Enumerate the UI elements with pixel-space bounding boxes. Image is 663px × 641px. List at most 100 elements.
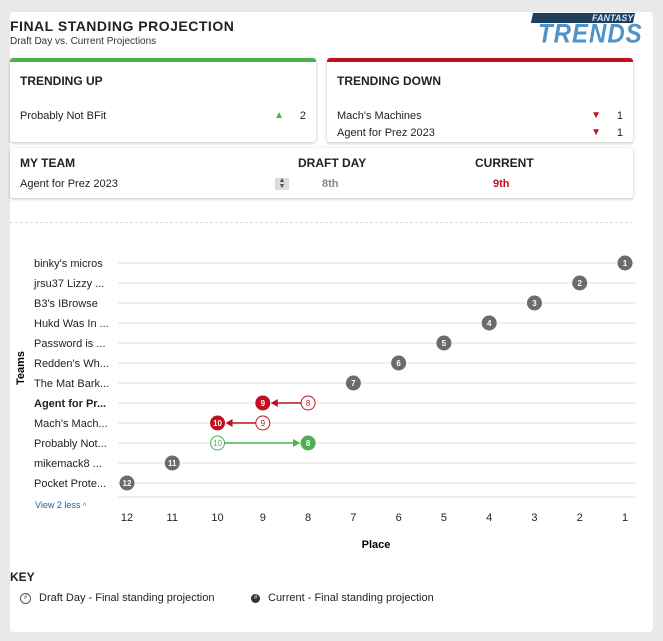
draft-day-marker [210,435,226,451]
x-tick-label: 7 [350,512,356,524]
draft-day-marker-label: 10 [213,439,222,448]
team-label: B3's IBrowse [34,298,98,310]
current-marker-label: 3 [532,299,537,308]
arrow-down-icon: ▼ [591,127,601,138]
team-name: Agent for Prez 2023 [337,127,435,139]
current-marker [391,355,407,371]
team-label: Mach's Mach... [34,418,108,430]
key-current-label: Current - Final standing projection [268,592,434,604]
x-axis-label: Place [362,539,391,551]
team-label: Probably Not... [34,438,107,450]
draft-day-marker [300,395,316,411]
current-marker-label: 2 [578,279,583,288]
x-tick-label: 1 [622,512,628,524]
team-name: Probably Not BFit [20,110,107,122]
trending-up-row: Probably Not BFit ▲ 2 [20,110,306,126]
team-name: Mach's Machines [337,110,422,122]
arrow-up-icon: ▲ [274,110,284,121]
change-value: 1 [616,127,623,139]
current-marker [436,335,452,351]
view-less-label: View 2 less [35,500,81,510]
current-marker [300,435,316,451]
team-label: The Mat Bark... [34,378,109,390]
page-title: FINAL STANDING PROJECTION [10,18,235,34]
trending-down-card: TRENDING DOWN Mach's Machines ▼ 1 Agent … [327,58,633,142]
team-label: Redden's Wh... [34,358,109,370]
section-divider [10,222,633,223]
key-title: KEY [10,570,35,584]
fantasy-trends-logo: FANTASY TRENDS [530,13,642,49]
key-draft-label: Draft Day - Final standing projection [39,592,215,604]
trending-down-title: TRENDING DOWN [337,74,441,88]
current-marker-icon: # [251,593,260,603]
my-team-select[interactable]: Agent for Prez 2023 [20,178,118,190]
current-marker-label: 4 [487,319,492,328]
team-label: Hukd Was In ... [34,318,109,330]
my-team-card: MY TEAM Agent for Prez 2023 ▲ ▼ DRAFT DAY… [10,148,633,198]
draft-day-marker-label: 9 [261,419,266,428]
current-value: 9th [493,178,510,190]
team-label: Agent for Pr... [34,398,106,410]
x-tick-label: 9 [260,512,266,524]
trending-down-row: Mach's Machines ▼ 1 [337,110,623,126]
trending-up-card: TRENDING UP Probably Not BFit ▲ 2 [10,58,316,142]
team-label: binky's micros [34,258,103,270]
team-label: Password is ... [34,338,106,350]
team-label: jrsu37 Lizzy ... [33,278,104,290]
current-marker-label: 9 [261,399,266,408]
logo-top-text: FANTASY [592,13,634,23]
trending-down-row: Agent for Prez 2023 ▼ 1 [337,127,623,143]
current-marker-label: 6 [396,359,401,368]
page-subtitle: Draft Day vs. Current Projections [10,36,157,47]
current-marker-label: 12 [123,479,132,488]
current-marker [164,455,180,471]
x-tick-label: 3 [531,512,537,524]
draft-day-label: DRAFT DAY [298,156,367,170]
current-marker-label: 8 [306,439,311,448]
select-stepper-icon[interactable]: ▲ ▼ [275,177,289,190]
trending-up-title: TRENDING UP [20,74,103,88]
change-arrow-head [293,439,301,447]
change-arrow-head [225,419,233,427]
arrow-down-icon: ▼ [591,110,601,121]
current-marker [210,415,226,431]
current-marker-label: 5 [442,339,447,348]
current-marker [119,475,135,491]
current-marker [617,255,633,271]
key-current: # Current - Final standing projection [251,592,434,604]
x-tick-label: 11 [167,512,178,524]
x-tick-label: 5 [441,512,447,524]
current-label: CURRENT [475,156,534,170]
chevron-up-icon: ^ [82,503,87,510]
current-marker [255,395,271,411]
key-draft-day: # Draft Day - Final standing projection [20,592,214,604]
current-marker [481,315,497,331]
x-tick-label: 8 [305,512,311,524]
current-marker-label: 1 [623,259,628,268]
team-label: Pocket Prote... [34,478,106,490]
change-value: 2 [299,110,306,122]
x-tick-label: 2 [577,512,583,524]
my-team-label: MY TEAM [20,156,76,170]
change-arrow-head [270,399,278,407]
draft-day-marker [255,415,271,431]
y-axis-label: Teams [15,351,27,385]
current-marker [345,375,361,391]
draft-day-value: 8th [322,178,339,190]
current-marker [526,295,542,311]
current-marker [572,275,588,291]
view-less-link[interactable]: View 2 less ^ [35,500,86,510]
draft-marker-icon: # [20,592,31,604]
x-tick-label: 12 [121,512,133,524]
x-tick-label: 6 [396,512,402,524]
current-marker-label: 7 [351,379,356,388]
x-tick-label: 4 [486,512,492,524]
x-tick-label: 10 [211,512,223,524]
draft-day-marker-label: 8 [306,399,311,408]
logo-main-text: TRENDS [538,19,643,50]
change-value: 1 [616,110,623,122]
current-marker-label: 11 [168,459,177,468]
standings-chart: binky's micros jrsu37 Lizzy ... B3's IBrow… [15,255,635,551]
team-label: mikemack8 ... [34,458,102,470]
current-marker-label: 10 [213,419,222,428]
